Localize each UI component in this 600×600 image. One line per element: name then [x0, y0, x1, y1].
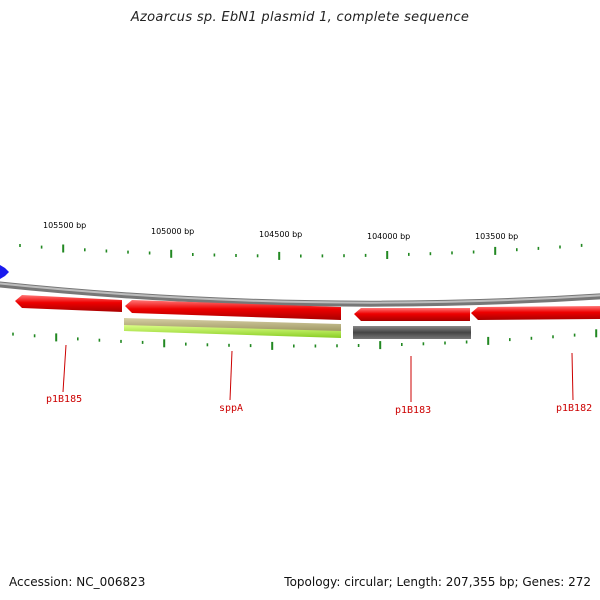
- feature-bar-olive[interactable]: [124, 318, 341, 332]
- position-label-105000: 105000 bp: [151, 227, 194, 236]
- gene-leader-p1B182: [571, 352, 574, 401]
- position-label-104000: 104000 bp: [367, 232, 410, 241]
- ruler-ticks-outer: [19, 243, 583, 260]
- feature-bar-lime[interactable]: [124, 325, 341, 338]
- gene-arrow-p1B182[interactable]: [471, 306, 600, 320]
- gene-label-p1B182[interactable]: p1B182: [556, 403, 592, 414]
- gene-arrow-p1B185[interactable]: [15, 295, 122, 312]
- position-label-105500: 105500 bp: [43, 221, 86, 230]
- map-title: Azoarcus sp. EbN1 plasmid 1, complete se…: [130, 10, 470, 25]
- position-label-103500: 103500 bp: [475, 232, 518, 241]
- ruler-ticks-inner: [12, 329, 598, 350]
- feature-bar-gray[interactable]: [353, 326, 471, 339]
- accession-text: Accession: NC_006823: [9, 575, 146, 589]
- gene-leader-sppA: [229, 350, 233, 401]
- gene-label-p1B185[interactable]: p1B185: [46, 394, 82, 405]
- gene-arrow-p1B183[interactable]: [354, 308, 470, 321]
- gene-label-p1B183[interactable]: p1B183: [395, 405, 431, 416]
- origin-marker-icon: [0, 265, 9, 279]
- gene-leader-p1B185: [62, 344, 67, 393]
- plasmid-backbone-highlight: [0, 282, 600, 304]
- summary-text: Topology: circular; Length: 207,355 bp; …: [284, 575, 591, 589]
- gene-arrow-sppA[interactable]: [125, 300, 341, 320]
- position-label-104500: 104500 bp: [259, 230, 302, 239]
- gene-label-sppA[interactable]: sppA: [219, 403, 243, 414]
